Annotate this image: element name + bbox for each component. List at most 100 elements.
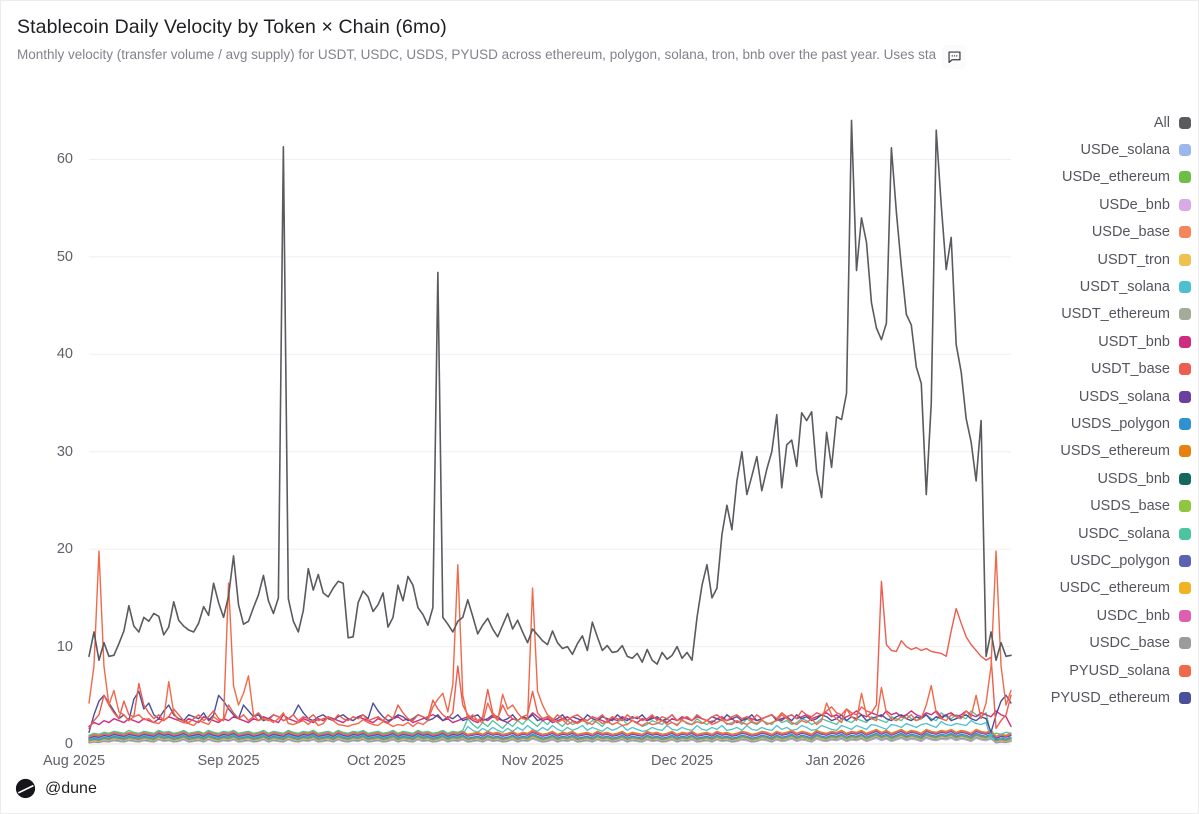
legend-color-swatch <box>1179 445 1191 458</box>
legend-item[interactable]: USDC_bnb <box>1097 602 1191 629</box>
legend-item-label: USDe_base <box>1091 224 1170 241</box>
series-line <box>88 719 1012 740</box>
legend-item-label: USDS_base <box>1090 498 1170 515</box>
y-axis-tick-label: 40 <box>56 346 73 363</box>
legend-item-label: USDT_base <box>1091 361 1170 378</box>
legend-item[interactable]: USDT_tron <box>1097 246 1191 273</box>
subtitle-row: Monthly velocity (transfer volume / avg … <box>17 45 1182 69</box>
legend-item-label: USDe_solana <box>1080 142 1170 159</box>
y-axis-tick-label: 10 <box>56 638 73 655</box>
series-line <box>88 729 1012 738</box>
legend-item[interactable]: USDS_polygon <box>1071 410 1191 437</box>
legend-item[interactable]: USDe_ethereum <box>1062 164 1191 191</box>
legend-item-label: USDS_polygon <box>1070 415 1170 432</box>
legend-item[interactable]: USDC_ethereum <box>1060 575 1191 602</box>
legend-item-label: USDS_ethereum <box>1060 443 1170 460</box>
y-axis-tick-label: 20 <box>56 541 73 558</box>
legend-item-label: USDe_ethereum <box>1062 169 1170 186</box>
y-axis: 0 10 20 30 40 50 60 <box>1 89 73 779</box>
y-axis-tick-label: 50 <box>56 248 73 265</box>
legend-color-swatch <box>1179 363 1191 376</box>
legend-color-swatch <box>1179 527 1191 540</box>
legend-item-label: All <box>1153 114 1170 131</box>
legend-item[interactable]: USDS_solana <box>1079 383 1191 410</box>
dune-logo-icon <box>15 778 36 799</box>
legend-item[interactable]: USDC_base <box>1089 629 1191 656</box>
comment-bubble-icon[interactable] <box>942 45 967 69</box>
legend-item[interactable]: USDT_base <box>1091 356 1191 383</box>
legend-color-swatch <box>1179 116 1191 129</box>
dune-handle: @dune <box>45 779 97 797</box>
chart-description: Monthly velocity (transfer volume / avg … <box>17 47 937 62</box>
y-axis-tick-label: 30 <box>56 443 73 460</box>
chart-legend[interactable]: All USDe_solana USDe_ethereum USDe_bnb USDe_… <box>995 109 1191 712</box>
legend-item[interactable]: PYUSD_ethereum <box>1051 684 1191 711</box>
legend-color-swatch <box>1179 198 1191 211</box>
legend-item-label: USDC_polygon <box>1070 552 1170 569</box>
y-axis-tick-label: 60 <box>56 151 73 168</box>
page-title: Stablecoin Daily Velocity by Token × Cha… <box>17 16 447 38</box>
legend-item-label: USDC_ethereum <box>1059 580 1170 597</box>
legend-item-label: USDT_solana <box>1079 279 1170 296</box>
x-axis-tick-label: Sep 2025 <box>197 753 260 769</box>
legend-item[interactable]: USDT_ethereum <box>1061 301 1191 328</box>
legend-item[interactable]: USDe_base <box>1092 219 1191 246</box>
card-header: Stablecoin Daily Velocity by Token × Cha… <box>1 1 1198 69</box>
legend-color-swatch <box>1179 691 1191 704</box>
legend-item[interactable]: USDT_bnb <box>1098 328 1191 355</box>
y-axis-tick-label: 0 <box>64 736 73 752</box>
legend-item-label: USDC_bnb <box>1096 607 1170 624</box>
legend-item[interactable]: USDT_solana <box>1080 273 1191 300</box>
x-axis-tick-label: Aug 2025 <box>43 753 106 769</box>
legend-color-swatch <box>1179 664 1191 677</box>
legend-color-swatch <box>1179 637 1191 650</box>
legend-item-label: USDC_base <box>1089 635 1170 652</box>
legend-item-label: USDT_bnb <box>1098 333 1170 350</box>
legend-item[interactable]: All <box>1154 109 1191 136</box>
x-axis-tick-label: Oct 2025 <box>347 753 406 769</box>
legend-item-label: USDS_solana <box>1078 388 1170 405</box>
legend-item[interactable]: USDS_ethereum <box>1060 438 1191 465</box>
legend-color-swatch <box>1179 582 1191 595</box>
legend-color-swatch <box>1179 500 1191 513</box>
legend-color-swatch <box>1179 144 1191 157</box>
line-chart-plot <box>88 119 1012 745</box>
legend-item-label: USDS_bnb <box>1097 470 1170 487</box>
legend-item-label: USDC_solana <box>1078 525 1170 542</box>
series-line <box>88 732 1012 741</box>
series-line <box>88 728 1012 737</box>
series-line <box>88 119 1012 665</box>
legend-color-swatch <box>1179 281 1191 294</box>
chart-area: 0 10 20 30 40 50 60 Aug 2025 Sep 2025 Oct 2025 No… <box>1 89 1198 779</box>
legend-color-swatch <box>1179 308 1191 321</box>
legend-item-label: PYUSD_ethereum <box>1050 689 1170 706</box>
legend-item[interactable]: USDC_polygon <box>1070 547 1191 574</box>
legend-color-swatch <box>1179 253 1191 266</box>
legend-item-label: USDe_bnb <box>1099 196 1170 213</box>
legend-color-swatch <box>1179 226 1191 239</box>
x-axis-tick-label: Dec 2025 <box>651 753 714 769</box>
legend-item[interactable]: USDS_bnb <box>1097 465 1191 492</box>
legend-item[interactable]: PYUSD_solana <box>1069 657 1191 684</box>
legend-item-label: PYUSD_solana <box>1069 662 1170 679</box>
legend-item-label: USDT_tron <box>1097 251 1170 268</box>
legend-color-swatch <box>1179 171 1191 184</box>
legend-item[interactable]: USDe_bnb <box>1099 191 1191 218</box>
legend-item-label: USDT_ethereum <box>1061 306 1170 323</box>
legend-color-swatch <box>1179 335 1191 348</box>
series-line <box>88 730 1012 739</box>
legend-color-swatch <box>1179 472 1191 485</box>
footer: @dune <box>15 778 97 799</box>
x-axis-tick-label: Nov 2025 <box>501 753 564 769</box>
legend-color-swatch <box>1179 417 1191 430</box>
legend-item[interactable]: USDe_solana <box>1081 136 1191 163</box>
legend-item[interactable]: USDC_solana <box>1078 520 1191 547</box>
series-line <box>88 550 1012 728</box>
x-axis-tick-label: Jan 2026 <box>805 753 866 769</box>
series-line <box>88 710 1012 728</box>
legend-color-swatch <box>1179 554 1191 567</box>
legend-color-swatch <box>1179 609 1191 622</box>
legend-color-swatch <box>1179 390 1191 403</box>
legend-item[interactable]: USDS_base <box>1090 492 1191 519</box>
